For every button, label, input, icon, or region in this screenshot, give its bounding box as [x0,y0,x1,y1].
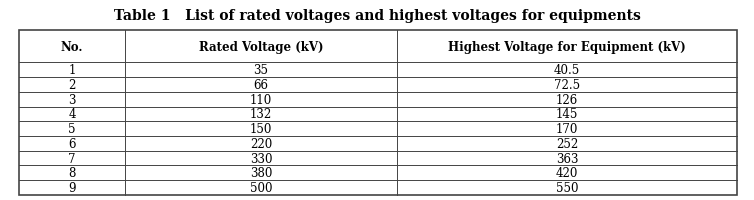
Text: 40.5: 40.5 [554,64,581,77]
Text: 132: 132 [250,108,272,121]
Text: 170: 170 [556,123,578,135]
Text: Rated Voltage (kV): Rated Voltage (kV) [199,41,323,53]
Text: 8: 8 [69,167,75,179]
Text: 72.5: 72.5 [554,79,580,91]
Text: 363: 363 [556,152,578,165]
Text: 4: 4 [69,108,75,121]
Text: 3: 3 [69,93,75,106]
Text: 145: 145 [556,108,578,121]
Text: 252: 252 [556,137,578,150]
Text: 110: 110 [250,93,272,106]
Text: 35: 35 [253,64,268,77]
Text: Table 1   List of rated voltages and highest voltages for equipments: Table 1 List of rated voltages and highe… [114,9,640,23]
Text: 2: 2 [69,79,75,91]
Text: 7: 7 [69,152,75,165]
Text: 150: 150 [250,123,272,135]
Text: 420: 420 [556,167,578,179]
Text: 330: 330 [250,152,272,165]
Text: 380: 380 [250,167,272,179]
Text: 220: 220 [250,137,272,150]
Text: 500: 500 [250,181,272,194]
Text: 126: 126 [556,93,578,106]
Text: 6: 6 [69,137,75,150]
Text: 5: 5 [69,123,75,135]
Text: No.: No. [61,41,83,53]
Text: 1: 1 [69,64,75,77]
Text: 66: 66 [253,79,268,91]
Text: Highest Voltage for Equipment (kV): Highest Voltage for Equipment (kV) [448,41,686,53]
Text: 9: 9 [69,181,75,194]
Text: 550: 550 [556,181,578,194]
